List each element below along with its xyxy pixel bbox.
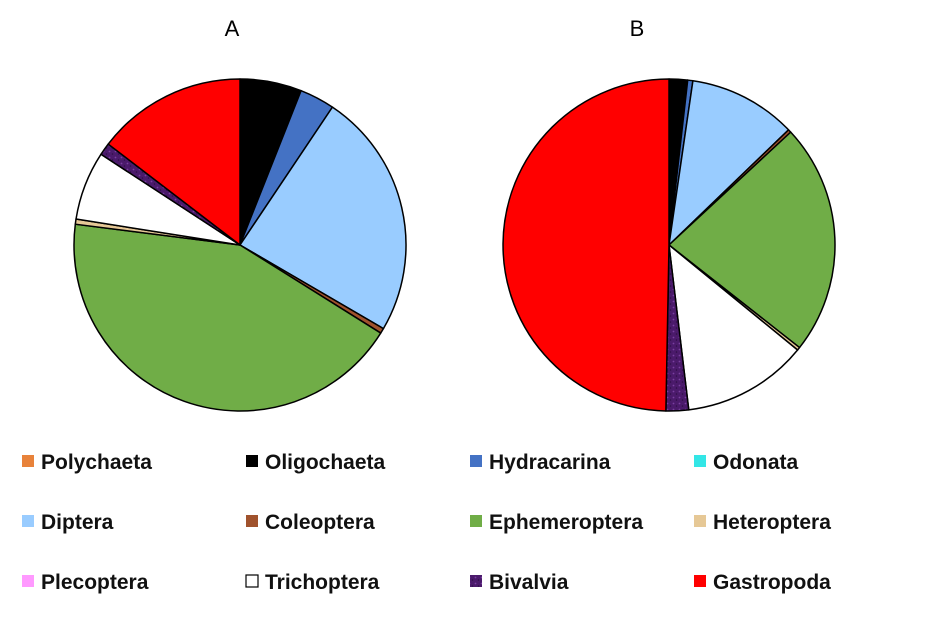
legend-swatch-polychaeta xyxy=(22,455,34,467)
legend-label-coleoptera: Coleoptera xyxy=(265,511,375,534)
legend-item-bivalvia: Bivalvia xyxy=(470,571,569,594)
pie-a-title: A xyxy=(225,16,240,41)
legend-swatch-plecoptera xyxy=(22,575,34,587)
pie-b-slice-diptera xyxy=(668,79,790,246)
legend-label-polychaeta: Polychaeta xyxy=(41,451,152,474)
pie-chart-b: B xyxy=(502,16,836,412)
legend-label-heteroptera: Heteroptera xyxy=(713,511,831,534)
legend-swatch-odonata xyxy=(694,455,706,467)
legend-label-diptera: Diptera xyxy=(41,511,114,534)
legend-swatch-oligochaeta xyxy=(246,455,258,467)
legend: Polychaeta Oligochaeta Hydracarina Odonata D… xyxy=(22,451,831,594)
legend-item-polychaeta: Polychaeta xyxy=(22,451,152,474)
pie-b-slice-ephemeroptera xyxy=(668,131,836,349)
legend-item-gastropoda: Gastropoda xyxy=(694,571,831,594)
legend-label-gastropoda: Gastropoda xyxy=(713,571,831,594)
legend-item-diptera: Diptera xyxy=(22,511,114,534)
legend-label-hydracarina: Hydracarina xyxy=(489,451,611,474)
pie-b-title: B xyxy=(630,16,645,41)
pie-b-slice-trichoptera xyxy=(668,244,799,411)
legend-item-oligochaeta: Oligochaeta xyxy=(246,451,386,474)
legend-swatch-gastropoda xyxy=(694,575,706,587)
legend-item-ephemeroptera: Ephemeroptera xyxy=(470,511,643,534)
pie-chart-a: A xyxy=(73,16,407,412)
pie-a-slice-diptera xyxy=(239,106,407,330)
pie-a-slices xyxy=(73,78,407,412)
legend-label-bivalvia: Bivalvia xyxy=(489,571,569,594)
legend-swatch-heteroptera xyxy=(694,515,706,527)
legend-label-plecoptera: Plecoptera xyxy=(41,571,149,594)
legend-item-hydracarina: Hydracarina xyxy=(470,451,611,474)
pie-a-slice-ephemeroptera xyxy=(73,223,382,412)
legend-item-trichoptera: Trichoptera xyxy=(245,571,380,594)
legend-swatch-ephemeroptera xyxy=(470,515,482,527)
legend-label-odonata: Odonata xyxy=(713,451,798,474)
legend-label-trichoptera: Trichoptera xyxy=(265,571,380,594)
legend-swatch-hydracarina xyxy=(470,455,482,467)
legend-swatch-trichoptera xyxy=(245,574,259,588)
pie-b-slices xyxy=(502,78,836,412)
pie-a-slice-gastropoda xyxy=(107,78,241,246)
legend-item-coleoptera: Coleoptera xyxy=(246,511,375,534)
legend-label-ephemeroptera: Ephemeroptera xyxy=(489,511,643,534)
legend-label-oligochaeta: Oligochaeta xyxy=(265,451,386,474)
legend-item-odonata: Odonata xyxy=(694,451,798,474)
legend-item-plecoptera: Plecoptera xyxy=(22,571,149,594)
legend-swatch-bivalvia xyxy=(470,575,482,587)
legend-item-heteroptera: Heteroptera xyxy=(694,511,831,534)
legend-swatch-coleoptera xyxy=(246,515,258,527)
pie-b-slice-gastropoda xyxy=(502,78,670,412)
legend-swatch-diptera xyxy=(22,515,34,527)
